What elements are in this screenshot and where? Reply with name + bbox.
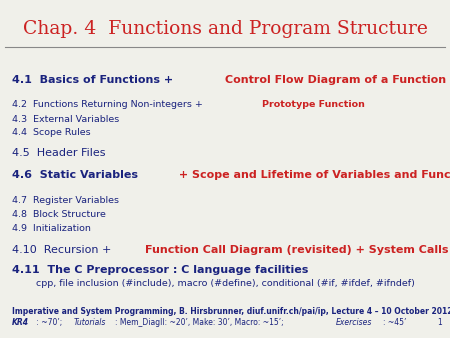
Text: 4.8  Block Structure: 4.8 Block Structure: [12, 210, 106, 219]
Text: KR4: KR4: [12, 318, 29, 327]
Text: : Mem_DiagII: ~20’, Make: 30’, Macro: ~15’;: : Mem_DiagII: ~20’, Make: 30’, Macro: ~1…: [115, 318, 286, 327]
Text: 4.1  Basics of Functions +: 4.1 Basics of Functions +: [12, 75, 177, 85]
Text: 4.6  Static Variables: 4.6 Static Variables: [12, 170, 138, 180]
Text: 4.4  Scope Rules: 4.4 Scope Rules: [12, 128, 90, 137]
Text: : ~70’;: : ~70’;: [34, 318, 64, 327]
Text: 4.9  Initialization: 4.9 Initialization: [12, 224, 91, 233]
Text: 4.7  Register Variables: 4.7 Register Variables: [12, 196, 119, 205]
Text: Tutorials: Tutorials: [73, 318, 106, 327]
Text: Prototype Function: Prototype Function: [262, 100, 365, 109]
Text: Imperative and System Programming, B. Hirsbrunner, diuf.unifr.ch/pai/ip, Lecture: Imperative and System Programming, B. Hi…: [12, 307, 450, 316]
Text: 4.2  Functions Returning Non-integers +: 4.2 Functions Returning Non-integers +: [12, 100, 206, 109]
Text: 4.10  Recursion +: 4.10 Recursion +: [12, 245, 115, 255]
Text: Function Call Diagram (revisited) + System Calls: Function Call Diagram (revisited) + Syst…: [145, 245, 448, 255]
Text: Chap. 4  Functions and Program Structure: Chap. 4 Functions and Program Structure: [22, 20, 427, 38]
Text: 4.3  External Variables: 4.3 External Variables: [12, 115, 119, 124]
Text: 4.11  The C Preprocessor : C language facilities: 4.11 The C Preprocessor : C language fac…: [12, 265, 308, 275]
Text: Exercises: Exercises: [336, 318, 372, 327]
Text: Control Flow Diagram of a Function Call: Control Flow Diagram of a Function Call: [225, 75, 450, 85]
Text: + Scope and Lifetime of Variables and Functions: + Scope and Lifetime of Variables and Fu…: [175, 170, 450, 180]
Text: cpp, file inclusion (#include), macro (#define), conditional (#if, #ifdef, #ifnd: cpp, file inclusion (#include), macro (#…: [12, 279, 415, 288]
Text: : ~45’: : ~45’: [383, 318, 406, 327]
Text: 4.5  Header Files: 4.5 Header Files: [12, 148, 105, 158]
Text: 1: 1: [437, 318, 442, 327]
